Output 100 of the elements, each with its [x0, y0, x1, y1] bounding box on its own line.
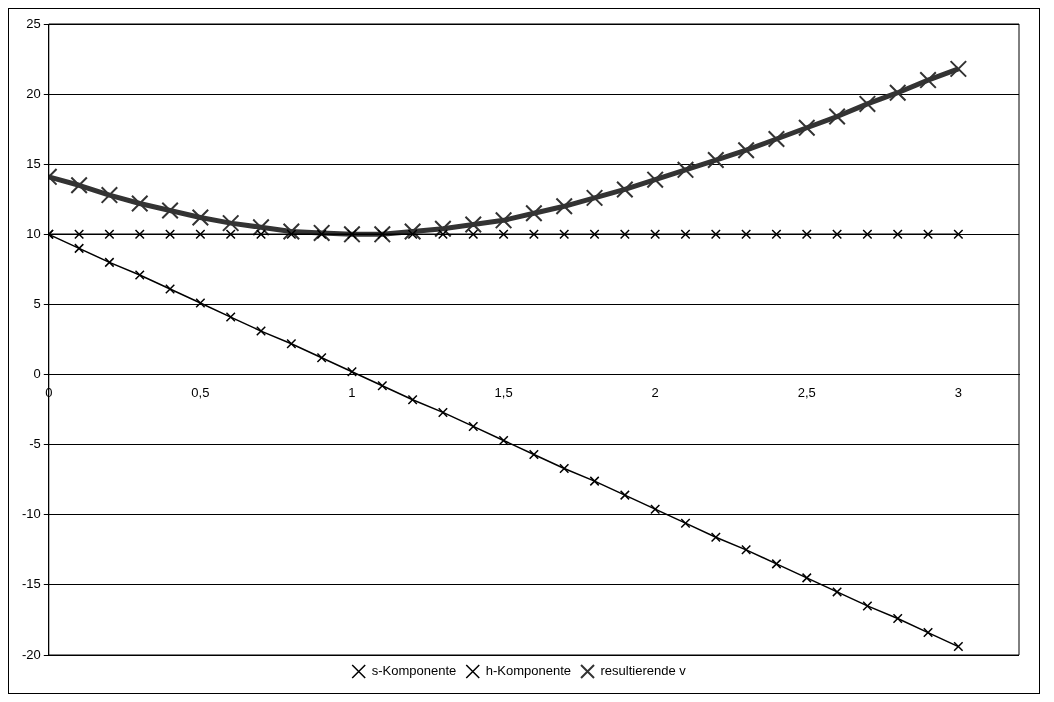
point — [953, 641, 964, 652]
point — [104, 229, 115, 240]
point — [134, 270, 145, 280]
point — [256, 229, 267, 240]
point — [407, 229, 418, 240]
x-tick-label: 2,5 — [797, 384, 816, 400]
point — [619, 490, 630, 501]
point — [104, 257, 115, 268]
point — [74, 229, 85, 240]
point — [316, 229, 327, 240]
point — [646, 170, 664, 189]
point — [377, 380, 388, 391]
point — [858, 95, 877, 113]
point — [616, 180, 634, 199]
point — [525, 204, 543, 223]
point — [346, 366, 357, 377]
point — [498, 435, 509, 446]
point — [676, 161, 695, 179]
point — [195, 229, 206, 240]
y-tick-label: 25 — [26, 15, 41, 31]
point — [437, 407, 448, 418]
point — [832, 229, 843, 240]
point — [528, 229, 539, 240]
point — [832, 586, 843, 597]
point — [559, 229, 570, 240]
point — [589, 476, 600, 487]
point — [498, 229, 509, 240]
point — [316, 352, 327, 363]
point — [862, 229, 873, 240]
point — [585, 189, 604, 207]
point — [797, 118, 816, 137]
point — [862, 600, 873, 611]
point — [74, 243, 85, 254]
point — [919, 71, 937, 89]
point — [737, 141, 755, 159]
y-tick-label: -5 — [29, 436, 41, 452]
legend-label: h-Komponente — [485, 663, 572, 679]
point — [165, 229, 176, 240]
point — [650, 229, 661, 240]
point — [707, 151, 725, 169]
x-tick-label: 1 — [348, 384, 356, 400]
x-tick-label: 3 — [954, 384, 962, 400]
y-tick-label: -15 — [21, 576, 41, 592]
y-tick-label: -10 — [21, 506, 41, 522]
point — [377, 229, 388, 240]
y-tick-label: -20 — [21, 646, 41, 662]
point — [373, 225, 392, 244]
point — [464, 215, 483, 234]
point — [286, 338, 297, 349]
x-tick-label: 1,5 — [494, 384, 513, 400]
point — [771, 558, 782, 569]
point — [191, 208, 210, 227]
point — [225, 229, 236, 240]
point — [828, 107, 846, 126]
point — [559, 463, 570, 474]
point — [70, 176, 88, 195]
point — [343, 225, 361, 244]
point — [892, 613, 903, 624]
point — [892, 229, 903, 240]
point — [528, 449, 539, 460]
point — [680, 229, 691, 240]
y-tick-label: 10 — [26, 225, 41, 241]
point — [801, 572, 812, 583]
point — [494, 211, 513, 230]
point — [555, 197, 573, 216]
point — [923, 627, 934, 638]
point — [710, 229, 721, 240]
point — [468, 229, 479, 240]
point — [771, 229, 782, 240]
point — [767, 130, 786, 148]
point — [468, 421, 479, 432]
point — [888, 83, 907, 102]
point — [741, 229, 752, 240]
point — [437, 229, 448, 240]
point — [949, 60, 968, 78]
y-tick-label: 15 — [26, 155, 41, 171]
y-tick-label: 5 — [33, 296, 41, 312]
point — [407, 394, 418, 405]
point — [589, 229, 600, 240]
point — [221, 214, 240, 232]
point — [256, 326, 267, 337]
point — [282, 222, 301, 241]
point — [434, 219, 452, 238]
x-tick-label: 2 — [651, 384, 659, 400]
point — [252, 218, 270, 237]
point — [680, 518, 691, 529]
point — [312, 224, 331, 242]
point — [619, 229, 630, 240]
point — [403, 222, 422, 241]
x-tick-label: 0,5 — [191, 384, 210, 400]
point — [100, 186, 119, 204]
point — [130, 194, 149, 213]
point — [225, 312, 236, 323]
point — [650, 504, 661, 515]
point — [161, 201, 179, 220]
point — [346, 229, 357, 240]
point — [165, 284, 176, 295]
point — [953, 229, 964, 240]
y-tick-label: 0 — [33, 366, 41, 382]
legend-label: resultierende v — [600, 663, 687, 679]
